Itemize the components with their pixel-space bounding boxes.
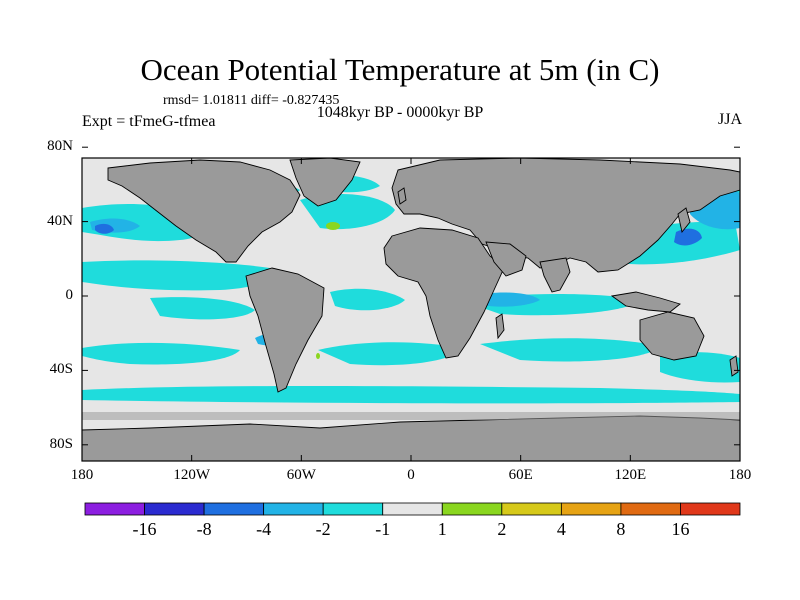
madagascar: [495, 313, 505, 340]
new-zealand: [729, 355, 739, 377]
colorbar-label: -2: [315, 519, 331, 539]
x-tick-label: 180: [70, 467, 94, 483]
colorbar-swatch: [144, 502, 205, 516]
x-tick-label: 180: [728, 467, 752, 483]
colorbar-label: -1: [375, 519, 391, 539]
y-tick-label: 0: [65, 287, 74, 303]
map-title: Ocean Potential Temperature at 5m (in C): [140, 52, 660, 87]
africa: [383, 227, 505, 359]
axis-ticks: [81, 146, 741, 461]
colorbar-label: -16: [132, 519, 157, 539]
colorbar-swatch: [322, 502, 384, 516]
y-tick-label: 80N: [47, 138, 73, 155]
colorbar-label: -8: [196, 519, 212, 539]
x-tick-label: 120E: [614, 467, 647, 483]
colorbar-label: 2: [497, 519, 507, 539]
colorbar-label: 16: [671, 519, 690, 539]
sea-ice-shelf: [82, 412, 740, 420]
x-tick-label: 0: [407, 467, 415, 483]
british-isles: [397, 187, 407, 205]
colorbar-label: 8: [616, 519, 626, 539]
indian-subcontinent: [539, 257, 571, 293]
colorbar-swatch: [501, 502, 562, 516]
southeast-asia-islands: [610, 291, 681, 313]
colorbar-swatch: [620, 502, 681, 516]
y-tick-label: 40S: [49, 361, 73, 378]
x-tick-label: 60W: [286, 467, 316, 483]
y-tick-label: 40N: [47, 212, 73, 229]
japan: [677, 207, 691, 234]
experiment-label: Expt = tFmeG-tfmea: [82, 113, 216, 130]
colorbar-label: 4: [556, 519, 566, 539]
map-plot-area: [82, 158, 740, 461]
colorbar-swatch: [441, 502, 503, 516]
australia: [639, 311, 705, 361]
colorbar-label: 1: [437, 519, 447, 539]
eurasia: [391, 158, 740, 273]
north-america: [107, 159, 301, 263]
colorbar-swatch: [84, 502, 145, 516]
south-america: [245, 267, 325, 393]
x-tick-label: 60E: [508, 467, 533, 483]
rmsd-stats: rmsd= 1.01811 diff= -0.827435: [163, 93, 340, 108]
y-tick-label: 80S: [49, 435, 73, 452]
colorbar-swatch: [560, 502, 622, 516]
colorbar-swatch: [680, 502, 741, 516]
x-tick-label: 120W: [173, 467, 210, 483]
colorbar: [84, 502, 741, 516]
arabian-peninsula: [485, 241, 527, 277]
season-label: JJA: [717, 111, 742, 128]
colorbar-swatch: [382, 502, 443, 516]
greenland: [289, 158, 361, 207]
colorbar-label: -4: [256, 519, 272, 539]
time-period: 1048kyr BP - 0000kyr BP: [316, 104, 484, 121]
land-masses: [82, 158, 740, 461]
colorbar-swatch: [203, 502, 265, 516]
colorbar-swatch: [263, 502, 324, 516]
